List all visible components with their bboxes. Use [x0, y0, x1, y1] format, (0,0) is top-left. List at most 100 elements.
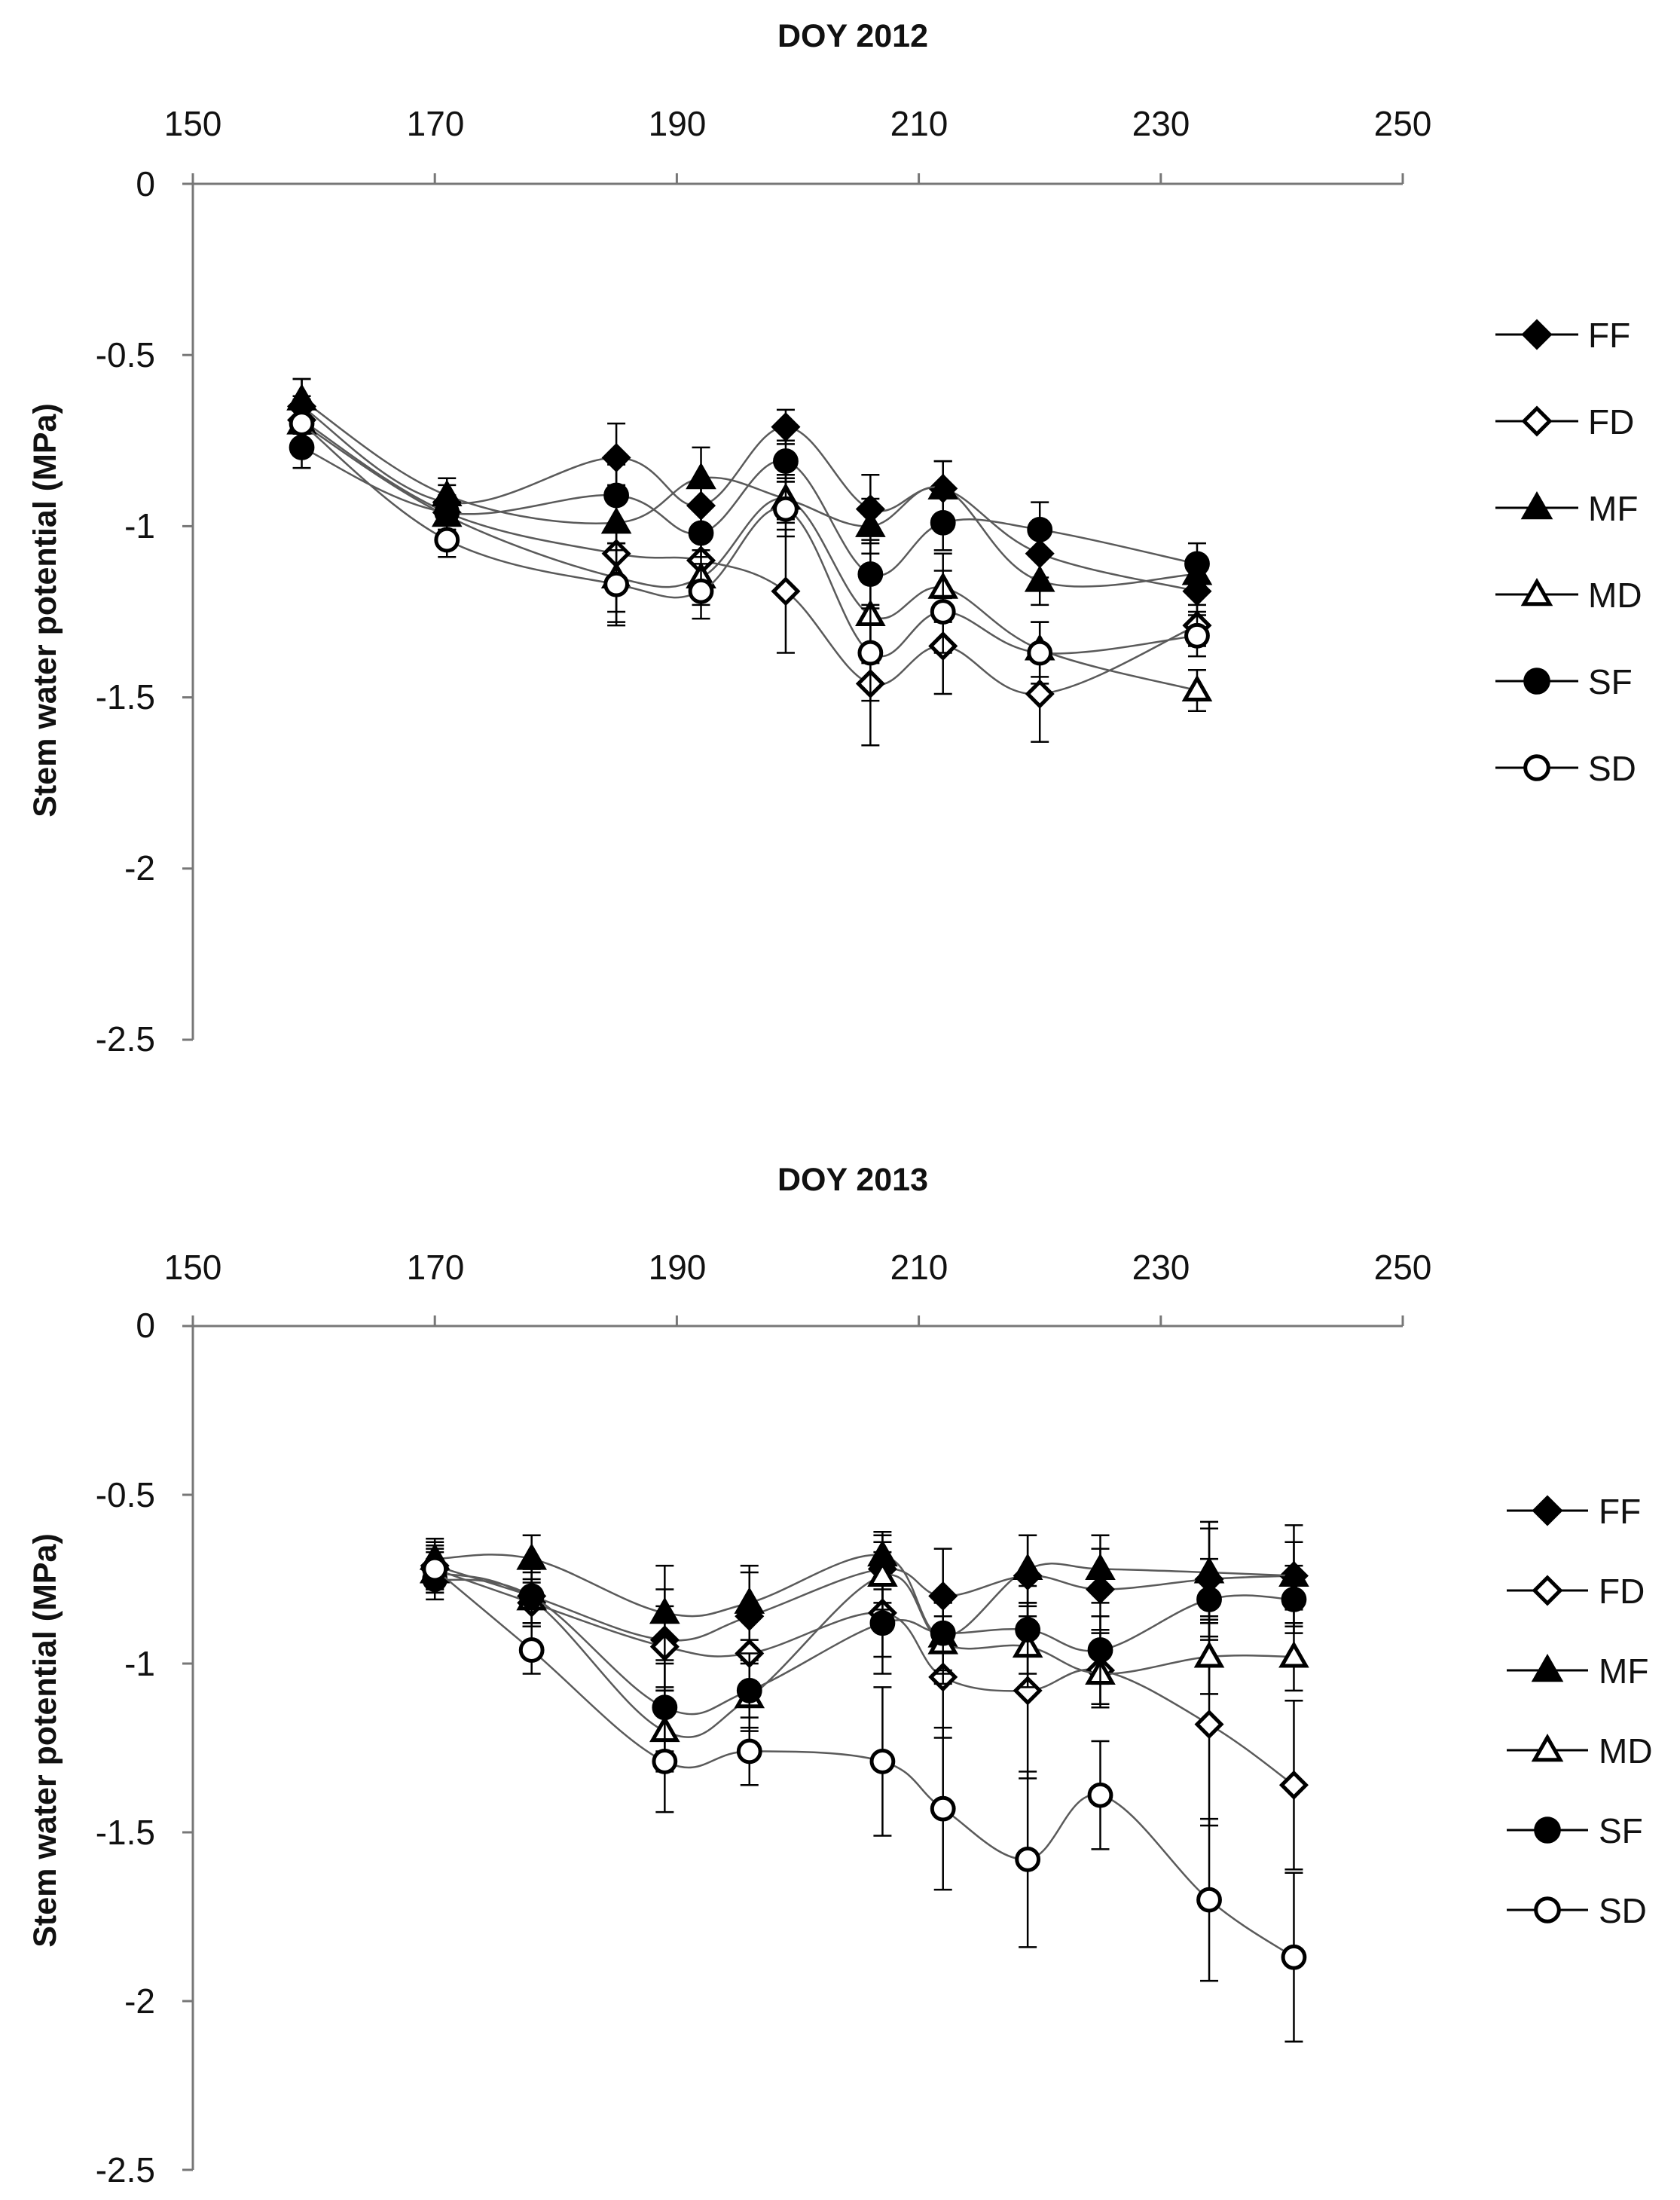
- y-tick-label: -2.5: [96, 2150, 155, 2189]
- series-layer: [286, 377, 1213, 747]
- series-sf: [422, 1557, 1307, 1752]
- x-tick-label: 170: [407, 1248, 465, 1287]
- legend-label-mf: MF: [1599, 1652, 1648, 1691]
- data-point: [773, 496, 799, 522]
- data-point: [1194, 1710, 1224, 1740]
- data-point: [688, 520, 714, 546]
- data-point: [518, 1583, 545, 1609]
- y-axis-title: Stem water potential (MPa): [27, 403, 63, 817]
- data-point: [1012, 1553, 1043, 1581]
- data-point: [1278, 1641, 1309, 1668]
- data-point: [930, 599, 956, 625]
- data-point: [736, 1738, 762, 1765]
- legend: FF FD MF MD SF SD: [1507, 1492, 1653, 1930]
- legend-label-ff: FF: [1588, 316, 1630, 355]
- legend-label-sf: SF: [1599, 1811, 1643, 1850]
- data-point: [855, 510, 886, 537]
- x-tick-label: 250: [1374, 1248, 1432, 1287]
- data-point: [1025, 679, 1055, 709]
- data-point: [869, 1610, 896, 1636]
- data-point: [1184, 622, 1210, 649]
- data-point: [1027, 640, 1053, 666]
- data-point: [289, 411, 315, 436]
- data-point: [734, 1587, 765, 1614]
- data-point: [771, 576, 801, 607]
- x-tick-label: 150: [164, 104, 222, 143]
- legend-label-sd: SD: [1588, 749, 1636, 788]
- series-line: [301, 405, 1198, 592]
- legend-marker: [1520, 490, 1553, 520]
- axes: [182, 1315, 1404, 2171]
- legend-label-sd: SD: [1599, 1891, 1647, 1930]
- series-layer: [419, 1520, 1309, 2043]
- legend-entries: [1507, 1495, 1588, 1923]
- series-line: [434, 1568, 1295, 1786]
- series-fd: [287, 395, 1212, 747]
- data-point: [1085, 1553, 1116, 1581]
- legend-label-fd: FD: [1599, 1572, 1645, 1611]
- x-tick-label: 210: [890, 1248, 948, 1287]
- data-point: [688, 578, 714, 604]
- legend-marker: [1523, 668, 1550, 695]
- data-point: [930, 1620, 956, 1646]
- data-point: [516, 1543, 547, 1570]
- y-tick-label: -2.5: [96, 1019, 155, 1059]
- series-line: [301, 423, 1198, 692]
- data-point: [1196, 1586, 1222, 1612]
- data-point: [1027, 517, 1053, 542]
- data-point: [1196, 1887, 1222, 1913]
- y-axis-title: Stem water potential (MPa): [27, 1533, 63, 1948]
- legend-label-md: MD: [1588, 576, 1642, 615]
- y-tick-labels: 0 -0.5 -1 -1.5 -2 -2.5: [96, 164, 155, 1059]
- legend-marker: [1534, 1896, 1561, 1923]
- x-tick-labels: 150 170 190 210 230 250: [164, 1248, 1432, 1287]
- data-point: [930, 1795, 956, 1822]
- data-point: [518, 1637, 545, 1663]
- series-mf: [419, 1527, 1309, 1672]
- x-tick-label: 230: [1132, 1248, 1190, 1287]
- data-point: [1015, 1846, 1041, 1872]
- data-point: [603, 482, 629, 509]
- series-ff: [287, 377, 1212, 613]
- data-point: [1087, 1637, 1113, 1663]
- y-tick-label: -1: [124, 1644, 155, 1683]
- y-tick-label: 0: [136, 164, 155, 203]
- data-point: [736, 1677, 762, 1703]
- data-point: [1184, 551, 1210, 577]
- series-md: [419, 1541, 1309, 1773]
- data-point: [652, 1749, 678, 1774]
- x-tick-label: 210: [890, 104, 948, 143]
- data-point: [686, 462, 716, 490]
- legend-marker: [1523, 754, 1550, 781]
- legend-label-md: MD: [1599, 1731, 1653, 1771]
- data-point: [1181, 674, 1213, 702]
- legend-label-sf: SF: [1588, 662, 1633, 701]
- data-point: [649, 1597, 680, 1624]
- series-fd: [420, 1548, 1309, 1871]
- x-tick-labels: 150 170 190 210 230 250: [164, 104, 1432, 143]
- legend-marker: [1531, 1653, 1564, 1682]
- y-tick-labels: 0 -0.5 -1 -1.5 -2 -2.5: [96, 1306, 155, 2189]
- data-point: [1024, 565, 1055, 592]
- series-sd: [289, 399, 1210, 702]
- series-line: [434, 1578, 1294, 1716]
- legend-marker: [1531, 1733, 1564, 1762]
- y-tick-label: -1.5: [96, 1813, 155, 1852]
- legend-marker: [1520, 577, 1553, 607]
- y-tick-label: -1.5: [96, 677, 155, 717]
- x-tick-label: 190: [649, 104, 707, 143]
- series-line: [435, 1554, 1294, 1638]
- chart-title: DOY 2012: [777, 18, 928, 54]
- y-tick-label: -0.5: [96, 1475, 155, 1514]
- y-tick-label: -2: [124, 1982, 155, 2021]
- y-tick-label: -1: [124, 506, 155, 545]
- x-tick-label: 190: [649, 1248, 707, 1287]
- x-tick-label: 250: [1374, 104, 1432, 143]
- series-sd: [422, 1544, 1307, 2043]
- data-point: [867, 1560, 898, 1587]
- legend: FF FD MF MD SF SD: [1495, 316, 1642, 788]
- data-point: [422, 1556, 448, 1582]
- y-tick-label: -0.5: [96, 335, 155, 374]
- data-point: [1193, 1641, 1225, 1668]
- legend-entries: [1495, 319, 1578, 781]
